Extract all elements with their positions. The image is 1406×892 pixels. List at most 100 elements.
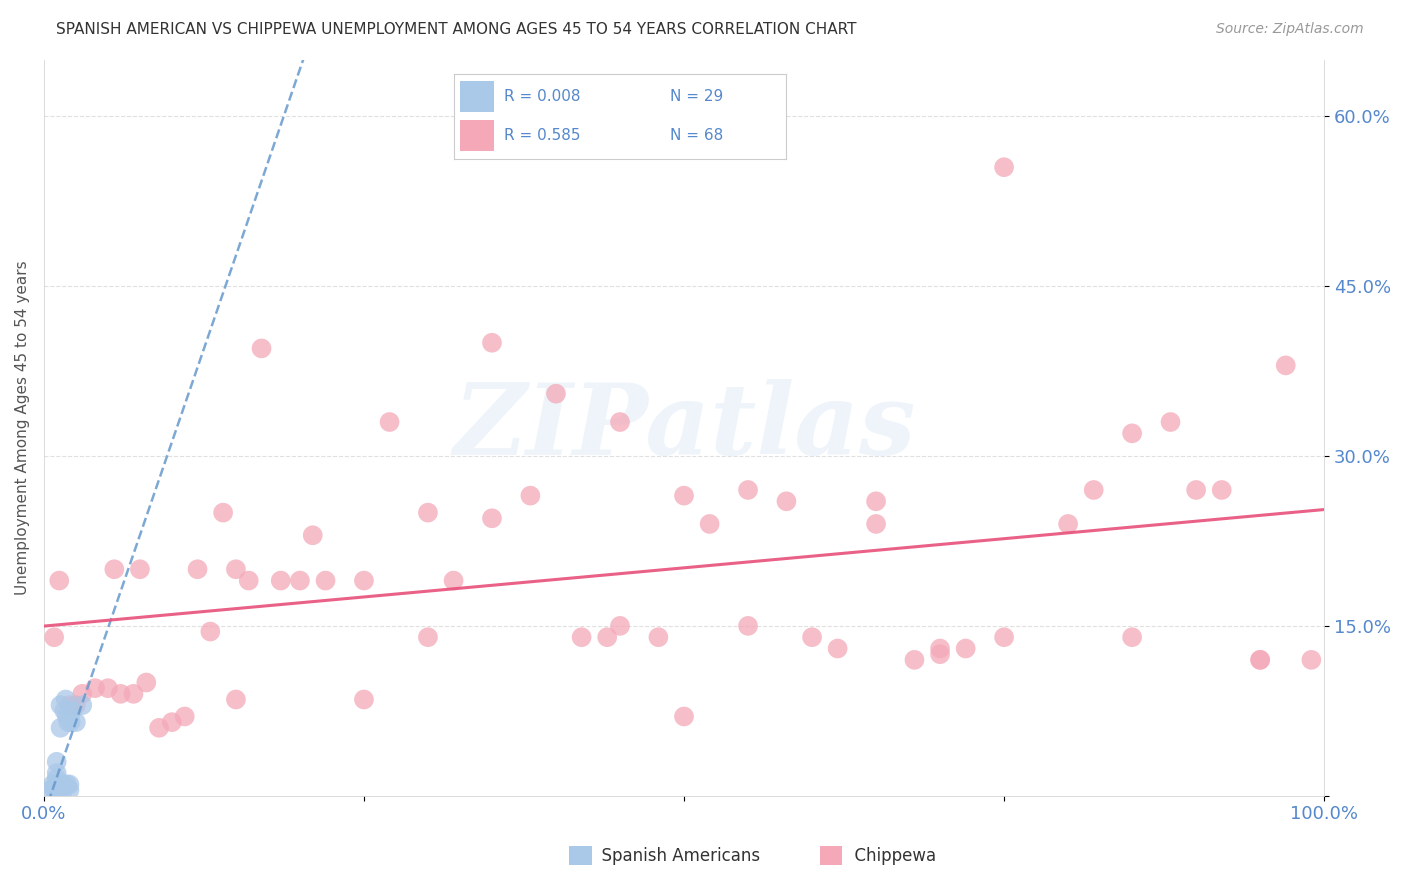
Point	[1121, 426, 1143, 441]
Point	[1249, 653, 1271, 667]
Point	[1083, 483, 1105, 497]
Point	[212, 506, 235, 520]
Point	[72, 698, 94, 713]
Point	[519, 489, 541, 503]
Text: Spanish Americans: Spanish Americans	[591, 847, 759, 865]
Point	[103, 562, 125, 576]
Point	[737, 483, 759, 497]
Point	[609, 619, 631, 633]
Point	[60, 704, 83, 718]
Point	[929, 641, 952, 656]
Point	[42, 630, 65, 644]
Point	[110, 687, 132, 701]
Point	[148, 721, 170, 735]
Point	[58, 783, 80, 797]
Point	[45, 789, 67, 803]
Point	[571, 630, 593, 644]
Point	[1274, 359, 1296, 373]
Text: ZIPatlas: ZIPatlas	[453, 379, 915, 476]
Point	[443, 574, 465, 588]
Point	[44, 780, 66, 794]
Point	[45, 783, 67, 797]
Point	[65, 698, 87, 713]
Point	[1160, 415, 1182, 429]
Point	[129, 562, 152, 576]
Point	[481, 511, 503, 525]
Point	[59, 715, 82, 730]
Point	[775, 494, 797, 508]
Point	[929, 647, 952, 661]
Point	[903, 653, 925, 667]
Point	[200, 624, 222, 639]
Point	[52, 777, 75, 791]
Point	[160, 715, 183, 730]
Point	[39, 783, 62, 797]
Point	[416, 630, 439, 644]
Point	[56, 777, 79, 791]
Point	[481, 335, 503, 350]
Text: SPANISH AMERICAN VS CHIPPEWA UNEMPLOYMENT AMONG AGES 45 TO 54 YEARS CORRELATION : SPANISH AMERICAN VS CHIPPEWA UNEMPLOYMEN…	[56, 22, 856, 37]
Point	[1211, 483, 1233, 497]
Point	[45, 755, 67, 769]
Point	[353, 692, 375, 706]
Point	[48, 574, 70, 588]
Point	[1249, 653, 1271, 667]
Point	[42, 783, 65, 797]
Point	[53, 704, 76, 718]
Point	[52, 780, 75, 794]
Point	[65, 715, 87, 730]
Point	[48, 780, 70, 794]
Point	[58, 698, 80, 713]
Point	[45, 785, 67, 799]
Point	[58, 777, 80, 791]
Point	[647, 630, 669, 644]
Point	[238, 574, 260, 588]
Point	[45, 777, 67, 791]
Point	[1301, 653, 1323, 667]
Point	[993, 160, 1015, 174]
Point	[699, 516, 721, 531]
Point	[993, 630, 1015, 644]
Y-axis label: Unemployment Among Ages 45 to 54 years: Unemployment Among Ages 45 to 54 years	[15, 260, 30, 595]
Point	[1121, 630, 1143, 644]
Point	[609, 415, 631, 429]
Point	[416, 506, 439, 520]
Point	[865, 516, 887, 531]
Point	[72, 687, 94, 701]
Text: Source: ZipAtlas.com: Source: ZipAtlas.com	[1216, 22, 1364, 37]
Point	[55, 692, 77, 706]
Point	[801, 630, 824, 644]
Point	[827, 641, 849, 656]
Point	[596, 630, 619, 644]
Point	[56, 709, 79, 723]
Point	[122, 687, 145, 701]
Point	[58, 715, 80, 730]
Point	[45, 772, 67, 786]
Point	[955, 641, 977, 656]
Point	[49, 698, 72, 713]
Point	[353, 574, 375, 588]
Point	[48, 783, 70, 797]
Point	[544, 386, 567, 401]
Point	[97, 681, 120, 695]
Point	[865, 494, 887, 508]
Point	[225, 692, 247, 706]
Point	[673, 489, 696, 503]
Point	[52, 783, 75, 797]
Point	[135, 675, 157, 690]
Point	[49, 721, 72, 735]
Text: Chippewa: Chippewa	[844, 847, 936, 865]
Point	[301, 528, 323, 542]
Point	[42, 777, 65, 791]
Point	[1057, 516, 1080, 531]
Point	[186, 562, 208, 576]
Point	[673, 709, 696, 723]
Point	[288, 574, 311, 588]
Point	[250, 342, 273, 356]
Point	[270, 574, 292, 588]
Point	[737, 619, 759, 633]
Point	[84, 681, 107, 695]
Point	[225, 562, 247, 576]
Point	[315, 574, 337, 588]
Point	[1185, 483, 1208, 497]
